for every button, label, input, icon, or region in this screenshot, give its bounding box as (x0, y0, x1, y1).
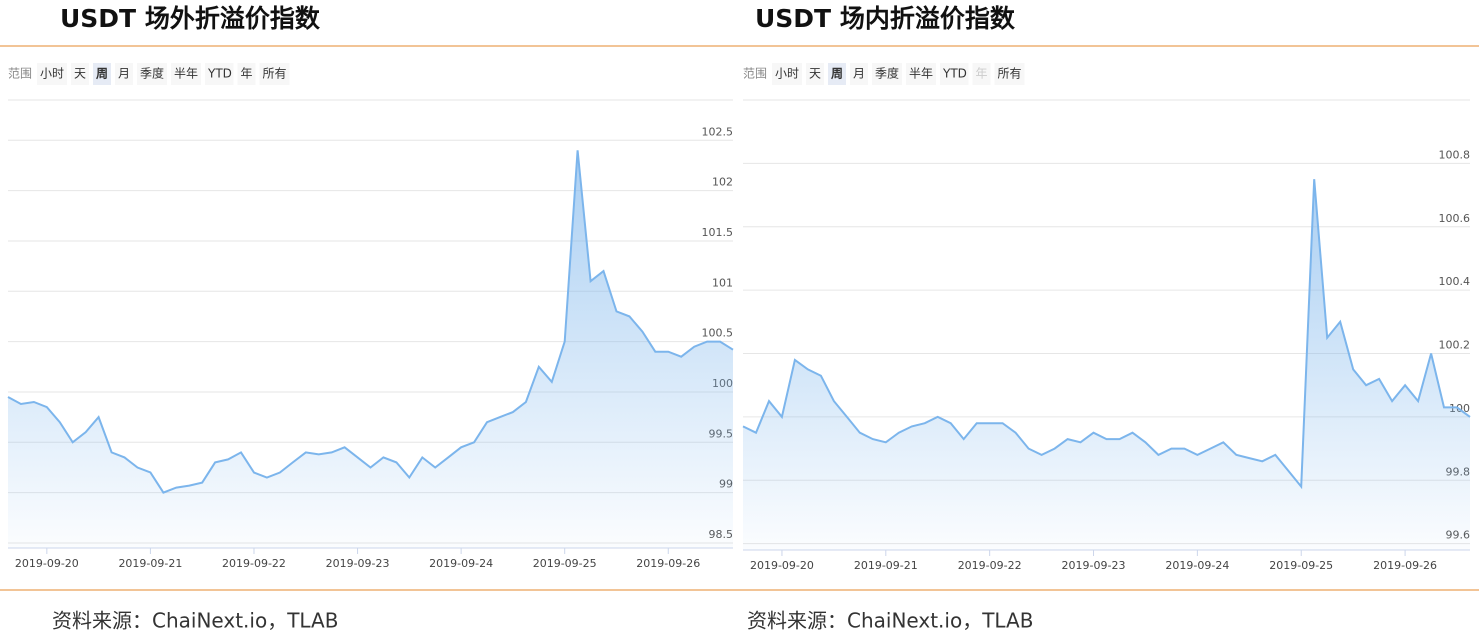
x-tick-label: 2019-09-24 (1165, 559, 1229, 572)
range-button[interactable] (37, 63, 67, 85)
chart-title: USDT 场内折溢价指数 (755, 4, 1016, 33)
y-tick-label: 100.2 (1439, 339, 1471, 352)
range-button[interactable] (828, 63, 846, 85)
x-tick-label: 2019-09-20 (15, 557, 79, 570)
y-tick-label: 100.4 (1439, 275, 1471, 288)
x-tick-label: 2019-09-21 (118, 557, 182, 570)
y-tick-label: 100.6 (1439, 212, 1471, 225)
y-tick-label: 100.5 (702, 327, 734, 340)
range-button-label[interactable]: 周 (96, 67, 108, 81)
range-button[interactable] (237, 63, 256, 85)
range-button-label[interactable]: 小时 (40, 67, 64, 81)
range-button[interactable] (171, 63, 201, 85)
range-button[interactable] (994, 63, 1025, 85)
range-button-label[interactable]: 半年 (909, 67, 933, 81)
x-tick-label: 2019-09-21 (854, 559, 918, 572)
range-button[interactable] (71, 63, 89, 85)
range-button-label[interactable]: 小时 (775, 67, 799, 81)
x-tick-label: 2019-09-22 (222, 557, 286, 570)
range-button-label[interactable]: 所有 (263, 67, 287, 81)
range-button[interactable] (205, 63, 234, 85)
area-fill (743, 179, 1470, 550)
y-tick-label: 102 (712, 176, 733, 189)
range-button-label[interactable]: 周 (831, 67, 843, 81)
x-tick-label: 2019-09-22 (958, 559, 1022, 572)
x-tick-label: 2019-09-25 (1269, 559, 1333, 572)
y-tick-label: 102.5 (702, 125, 734, 138)
range-button[interactable] (872, 63, 902, 85)
range-button-label[interactable]: 月 (118, 67, 130, 81)
area-fill (8, 150, 733, 549)
range-button-label[interactable]: 季度 (875, 66, 899, 81)
range-button-label[interactable]: 天 (809, 67, 821, 81)
source: 资料来源：ChaiNext.io，TLAB (747, 609, 1033, 633)
line (7, 150, 734, 494)
range-button-label[interactable]: 天 (74, 67, 86, 81)
source: 资料来源：ChaiNext.io，TLAB (52, 609, 338, 633)
range-button-label[interactable]: 月 (853, 67, 865, 81)
range-button[interactable] (906, 63, 936, 85)
range-button-label[interactable]: 季度 (140, 66, 164, 81)
range-label: 范围 (743, 67, 767, 81)
x-tick-label: 2019-09-20 (750, 559, 814, 572)
range-button[interactable] (115, 63, 133, 85)
y-tick-label: 101 (712, 276, 733, 289)
x-tick-label: 2019-09-26 (1373, 559, 1437, 572)
range-button-label[interactable]: YTD (207, 67, 232, 81)
x-tick-label: 2019-09-26 (636, 557, 700, 570)
x-tick-label: 2019-09-25 (533, 557, 597, 570)
range-button[interactable] (137, 63, 167, 85)
range-button[interactable] (806, 63, 824, 85)
x-tick-label: 2019-09-23 (326, 557, 390, 570)
range-button[interactable] (940, 63, 969, 85)
chart-title: USDT 场外折溢价指数 (60, 4, 321, 33)
y-tick-label: 101.5 (702, 226, 734, 239)
range-button[interactable] (93, 63, 111, 85)
y-tick-label: 100.8 (1439, 148, 1471, 161)
range-label: 范围 (8, 67, 32, 81)
range-button[interactable] (772, 63, 802, 85)
range-button-label[interactable]: 半年 (174, 67, 198, 81)
line (742, 179, 1471, 490)
range-button-label[interactable]: 所有 (998, 67, 1022, 81)
range-button-label[interactable]: 年 (976, 67, 988, 81)
range-button[interactable] (259, 63, 290, 85)
range-button[interactable] (972, 63, 991, 85)
x-tick-label: 2019-09-23 (1062, 559, 1126, 572)
range-button-label[interactable]: 年 (241, 67, 253, 81)
range-button-label[interactable]: YTD (942, 67, 967, 81)
range-button[interactable] (850, 63, 868, 85)
x-tick-label: 2019-09-24 (429, 557, 493, 570)
